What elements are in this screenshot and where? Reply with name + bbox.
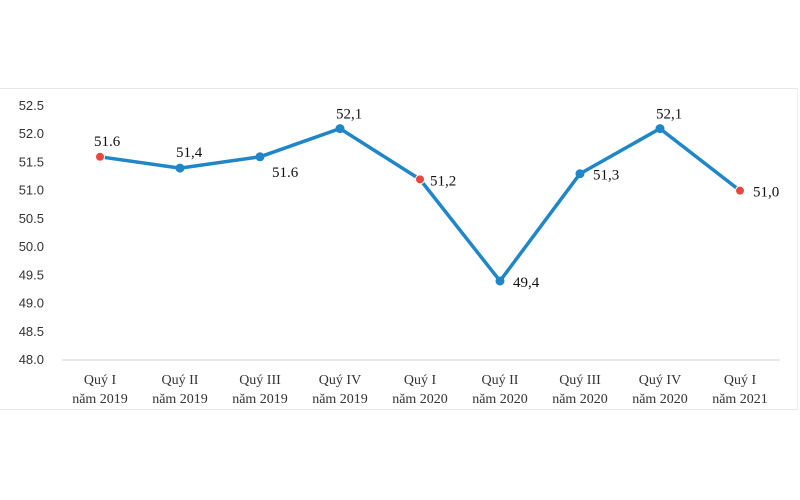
- series-line-group: [95, 124, 745, 286]
- data-label: 51,2: [430, 173, 456, 189]
- data-point: [655, 124, 665, 134]
- data-point: [495, 276, 505, 286]
- data-label: 52,1: [656, 107, 682, 123]
- x-tick-label: Quý III năm 2020: [552, 373, 608, 407]
- x-tick-label: Quý II năm 2019: [152, 373, 208, 407]
- data-label-group: 51.6 51,4 51.6 52,1 51,2 49,4 51,3 52,1 51,0: [94, 107, 779, 291]
- y-tick-label: 52.5: [19, 98, 44, 113]
- data-label: 49,4: [513, 275, 540, 291]
- x-tick-label: Quý IV năm 2019: [312, 373, 368, 407]
- y-tick-label: 51.0: [19, 183, 44, 198]
- data-point: [575, 169, 585, 179]
- y-tick-label: 49.5: [19, 267, 44, 282]
- y-tick-label: 52.0: [19, 126, 44, 141]
- data-point: [415, 174, 425, 185]
- x-tick-label: Quý IV năm 2020: [632, 373, 688, 407]
- y-tick-label: 49.0: [19, 296, 44, 311]
- x-tick-label: Quý III năm 2019: [232, 373, 288, 407]
- y-axis: 52.5 52.0 51.5 51.0 50.5 50.0 49.5 49.0 48.5 48.0: [19, 98, 44, 367]
- y-tick-label: 48.0: [19, 352, 44, 367]
- data-point: [735, 185, 745, 196]
- data-label: 51,0: [753, 185, 779, 201]
- data-point: [95, 151, 105, 162]
- y-tick-label: 48.5: [19, 324, 44, 339]
- data-label: 51,4: [176, 145, 203, 161]
- data-point: [255, 152, 265, 162]
- y-tick-label: 50.5: [19, 211, 44, 226]
- data-point: [335, 124, 345, 134]
- data-label: 51,3: [593, 168, 619, 184]
- chart-panel: [0, 88, 798, 410]
- data-point: [175, 163, 185, 173]
- x-tick-label: Quý II năm 2020: [472, 373, 528, 407]
- data-label: 52,1: [336, 107, 362, 123]
- y-tick-label: 51.5: [19, 154, 44, 169]
- data-label: 51.6: [94, 134, 121, 150]
- y-tick-label: 50.0: [19, 239, 44, 254]
- data-label: 51.6: [272, 165, 299, 181]
